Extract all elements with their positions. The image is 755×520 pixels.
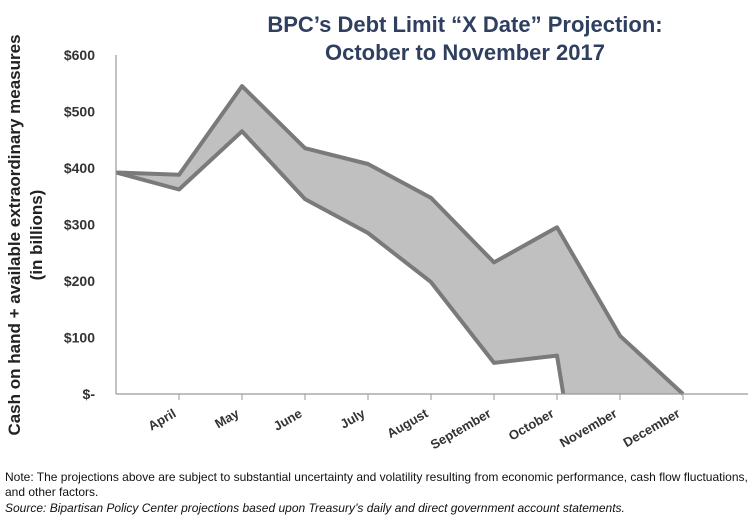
- x-tick-label: October: [506, 406, 557, 444]
- x-tick-label: April: [145, 406, 178, 434]
- y-tick-label: $600: [64, 47, 95, 63]
- y-axis-ticks: $- $100 $200 $300 $400 $500 $600: [64, 47, 95, 402]
- footnote: Note: The projections above are subject …: [5, 470, 748, 499]
- x-tick-label: November: [557, 406, 620, 451]
- lower-bound-line: [115, 129, 566, 395]
- source-note: Source: Bipartisan Policy Center project…: [5, 501, 625, 515]
- x-tick-label: December: [621, 406, 683, 450]
- y-axis-label-line1: Cash on hand + available extraordinary m…: [5, 34, 24, 435]
- upper-bound-line: [115, 84, 685, 396]
- plot-area: [115, 84, 685, 396]
- x-tick-label: September: [428, 406, 494, 453]
- axes: [115, 55, 748, 395]
- y-tick-label: $100: [64, 330, 95, 346]
- y-tick-label: $500: [64, 104, 95, 120]
- y-axis-label-line2: (in billions): [27, 190, 46, 281]
- y-tick-label: $-: [83, 386, 96, 402]
- y-tick-label: $200: [64, 273, 95, 289]
- x-tick-label: May: [212, 405, 242, 431]
- projection-range-area: [116, 86, 683, 394]
- y-tick-label: $300: [64, 217, 95, 233]
- y-tick-label: $400: [64, 160, 95, 176]
- x-tick-label: June: [271, 406, 305, 434]
- x-tick-label: August: [384, 405, 431, 441]
- chart-title-line1: BPC’s Debt Limit “X Date” Projection:: [267, 12, 662, 37]
- chart-title-line2: October to November 2017: [325, 40, 605, 65]
- x-tick-label: July: [337, 405, 368, 431]
